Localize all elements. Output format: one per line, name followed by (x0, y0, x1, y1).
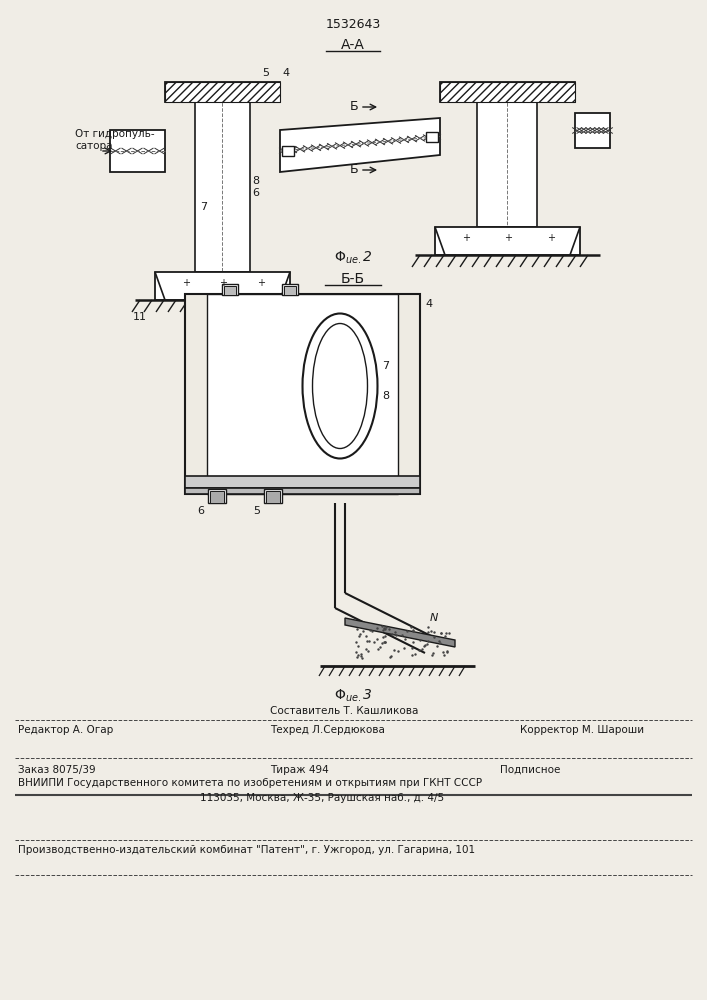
Text: 5: 5 (253, 506, 260, 516)
Bar (222, 284, 238, 295)
Text: Б-Б: Б-Б (341, 272, 365, 286)
Text: 1532643: 1532643 (325, 18, 380, 31)
Text: 5: 5 (262, 68, 269, 78)
Text: 8: 8 (252, 176, 259, 186)
Bar (210, 491, 224, 503)
Bar (155, 272, 290, 300)
Text: 6: 6 (252, 188, 259, 198)
Text: 4: 4 (425, 299, 432, 309)
Bar (185, 476, 420, 488)
Bar (282, 284, 298, 295)
Bar (264, 489, 282, 503)
Bar (195, 102, 250, 272)
Text: Техред Л.Сердюкова: Техред Л.Сердюкова (270, 725, 385, 735)
Text: 7: 7 (382, 361, 390, 371)
Text: 113035, Москва, Ж-35, Раушская наб., д. 4/5: 113035, Москва, Ж-35, Раушская наб., д. … (200, 793, 444, 803)
Bar (165, 82, 280, 102)
Bar (185, 488, 420, 494)
Text: Производственно-издательский комбинат "Патент", г. Ужгород, ул. Гагарина, 101: Производственно-издательский комбинат "П… (18, 845, 475, 855)
Text: Подписное: Подписное (500, 765, 561, 775)
Text: Б: Б (350, 163, 358, 176)
Bar (266, 491, 280, 503)
Text: +: + (257, 278, 265, 288)
Polygon shape (110, 130, 165, 172)
Bar (282, 146, 294, 156)
Text: +: + (182, 278, 190, 288)
Text: А-А: А-А (341, 38, 365, 52)
Polygon shape (575, 113, 610, 148)
Text: +: + (462, 233, 470, 243)
Bar (426, 131, 438, 141)
Text: $\Phi_{ue.}$2: $\Phi_{ue.}$2 (334, 250, 373, 266)
Text: Тираж 494: Тираж 494 (270, 765, 329, 775)
Bar (165, 82, 280, 102)
Text: 7: 7 (200, 202, 207, 212)
Text: N: N (430, 613, 438, 623)
Bar (207, 294, 398, 494)
Text: +: + (219, 278, 227, 288)
Ellipse shape (303, 314, 378, 458)
Text: 6: 6 (197, 506, 204, 516)
Text: Б: Б (350, 100, 358, 113)
Text: +: + (504, 233, 512, 243)
Bar (185, 294, 420, 494)
Bar (477, 102, 537, 227)
Bar (224, 286, 236, 295)
Text: 11: 11 (133, 312, 147, 322)
Text: Составитель Т. Кашликова: Составитель Т. Кашликова (270, 706, 419, 716)
Bar (440, 82, 575, 102)
Polygon shape (280, 118, 440, 172)
Text: ВНИИПИ Государственного комитета по изобретениям и открытиям при ГКНТ СССР: ВНИИПИ Государственного комитета по изоб… (18, 778, 482, 788)
Text: Редактор А. Огар: Редактор А. Огар (18, 725, 113, 735)
Ellipse shape (312, 324, 368, 448)
Text: 4: 4 (282, 68, 289, 78)
Bar (208, 489, 226, 503)
Bar (435, 227, 580, 255)
Text: $\Phi_{ue.}$3: $\Phi_{ue.}$3 (334, 688, 373, 704)
Bar (440, 82, 575, 102)
Polygon shape (345, 618, 455, 647)
Text: Корректор М. Шароши: Корректор М. Шароши (520, 725, 644, 735)
Text: +: + (547, 233, 555, 243)
Text: От гидропуль-
сатора: От гидропуль- сатора (75, 129, 155, 151)
Text: Заказ 8075/39: Заказ 8075/39 (18, 765, 95, 775)
Bar (284, 286, 296, 295)
Text: 8: 8 (382, 391, 390, 401)
